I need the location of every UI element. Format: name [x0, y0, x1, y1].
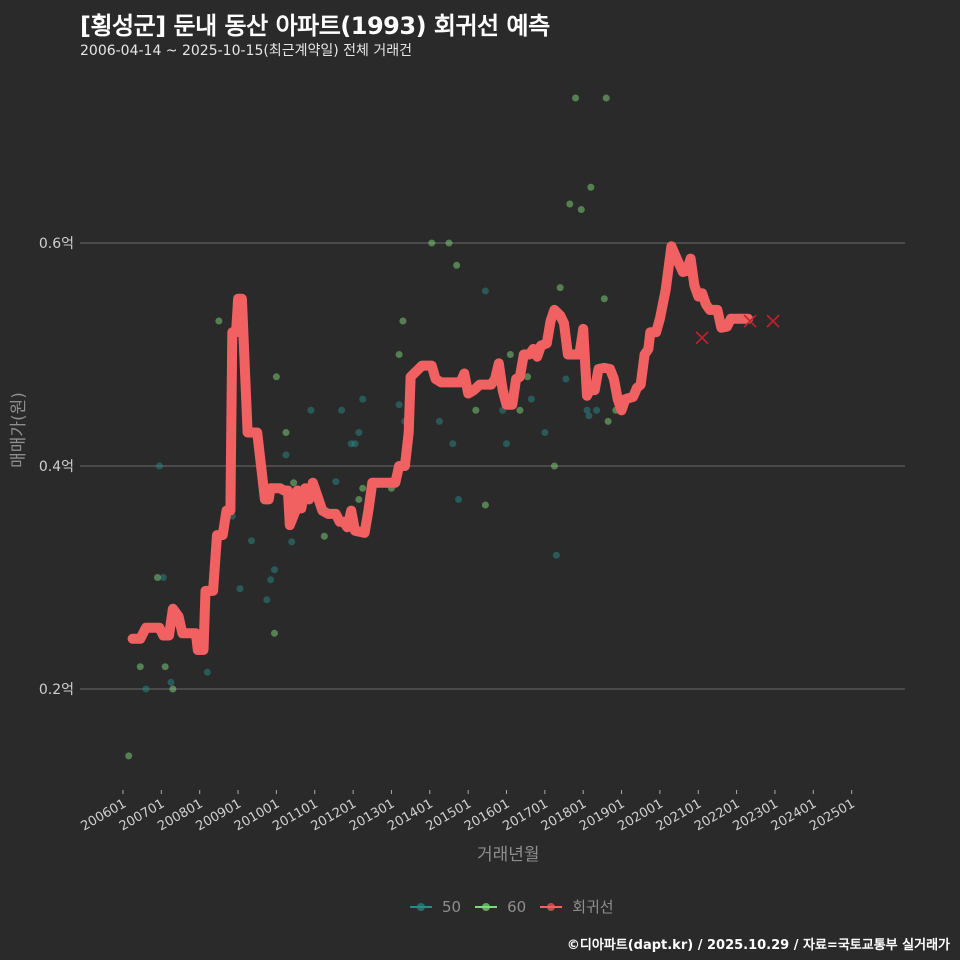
data-point-60 — [270, 629, 278, 637]
data-point-50 — [552, 551, 560, 559]
data-point-50 — [142, 685, 150, 693]
source-credit: ©디아파트(dapt.kr) / 2025.10.29 / 자료=국토교통부 실… — [566, 938, 950, 953]
data-point-50 — [585, 412, 593, 420]
data-point-60 — [453, 261, 461, 269]
x-marker-icon — [766, 314, 780, 328]
data-point-50 — [159, 574, 167, 581]
data-point-50 — [351, 440, 359, 448]
data-point-50 — [288, 538, 296, 546]
data-point-60 — [125, 752, 133, 760]
data-point-60 — [161, 663, 169, 671]
x-marker-icon — [695, 331, 709, 345]
data-point-60 — [587, 183, 595, 191]
data-point-60 — [550, 462, 558, 470]
legend-label: 50 — [442, 897, 462, 916]
legend-swatch-50-icon — [410, 902, 432, 911]
data-point-50 — [395, 401, 403, 409]
data-point-60 — [577, 206, 585, 214]
data-point-60 — [604, 417, 612, 425]
legend-item-regression[interactable]: 회귀선 — [540, 896, 614, 917]
data-point-60 — [320, 532, 328, 540]
data-point-50 — [167, 678, 175, 686]
data-point-60 — [399, 317, 407, 325]
legend-item-60[interactable]: 60 — [475, 898, 526, 916]
y-tick-label: 0.6억 — [38, 236, 74, 252]
data-point-50 — [247, 537, 255, 545]
data-point-50 — [583, 406, 591, 414]
data-point-60 — [395, 351, 403, 358]
data-point-60 — [556, 284, 564, 292]
data-point-60 — [282, 429, 290, 437]
y-tick-label: 0.2억 — [38, 682, 74, 698]
data-point-50 — [593, 406, 601, 414]
legend-label: 60 — [507, 897, 527, 916]
data-point-50 — [282, 451, 290, 459]
data-point-50 — [503, 440, 510, 448]
data-point-60 — [169, 685, 177, 693]
data-point-50 — [359, 395, 367, 403]
data-point-60 — [445, 239, 453, 247]
data-point-60 — [566, 200, 574, 208]
legend-label: 회귀선 — [572, 898, 614, 916]
data-point-60 — [600, 295, 608, 303]
data-point-60 — [572, 94, 580, 102]
data-point-50 — [481, 287, 489, 295]
gridlines — [80, 242, 905, 690]
data-point-50 — [307, 406, 315, 414]
legend: 50 60 회귀선 — [410, 896, 620, 917]
data-point-50 — [263, 596, 271, 604]
data-point-50 — [270, 566, 278, 574]
legend-swatch-regression-icon — [540, 902, 563, 911]
data-point-60 — [359, 484, 367, 492]
chart-subtitle: 2006-04-14 ~ 2025-10-15(최근계약일) 전체 거래건 — [80, 43, 412, 59]
data-point-50 — [338, 406, 346, 414]
scatter-points — [125, 94, 620, 760]
data-point-50 — [562, 375, 570, 383]
data-point-60 — [481, 501, 489, 509]
data-point-50 — [541, 429, 549, 437]
data-point-60 — [154, 574, 162, 581]
data-point-60 — [524, 373, 532, 381]
data-point-60 — [215, 317, 223, 325]
data-point-60 — [136, 663, 144, 671]
data-point-50 — [435, 417, 443, 425]
highlight-markers — [695, 314, 780, 345]
legend-item-50[interactable]: 50 — [410, 898, 461, 916]
y-tick-label: 0.4억 — [38, 459, 74, 475]
x-axis-ticks: 2006012007012008012009012010012011012012… — [79, 790, 858, 834]
data-point-50 — [267, 576, 275, 584]
data-point-50 — [449, 440, 457, 448]
data-point-50 — [455, 495, 463, 503]
data-point-60 — [355, 495, 363, 503]
data-point-50 — [155, 462, 163, 470]
data-point-50 — [203, 668, 211, 676]
y-axis-label: 매매가(원) — [9, 392, 29, 468]
chart-title: [횡성군] 둔내 동산 아파트(1993) 회귀선 예측 — [80, 12, 550, 40]
regression-line — [127, 241, 754, 655]
x-marker-icon — [743, 314, 757, 328]
x-axis-label: 거래년월 — [477, 845, 540, 865]
data-point-50 — [527, 395, 535, 403]
data-point-60 — [516, 406, 524, 414]
data-point-60 — [290, 479, 298, 487]
data-point-50 — [236, 585, 244, 593]
data-point-60 — [428, 239, 436, 247]
data-point-50 — [355, 429, 363, 437]
data-point-60 — [272, 373, 280, 381]
data-point-60 — [472, 406, 480, 414]
data-point-60 — [602, 94, 610, 102]
data-point-50 — [332, 478, 340, 486]
data-point-60 — [506, 351, 514, 358]
legend-swatch-60-icon — [475, 902, 498, 911]
